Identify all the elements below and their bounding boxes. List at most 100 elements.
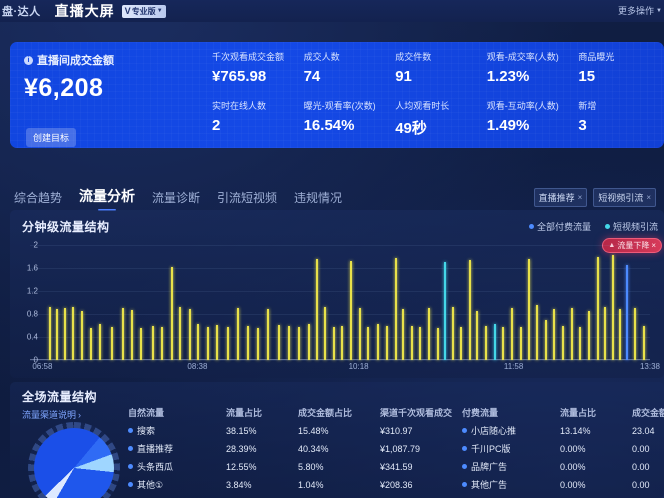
row-cell: 13.14%: [560, 425, 591, 436]
kpi-cell-label: 曝光-观看率(次数): [303, 101, 376, 111]
kpi-cell-label: 观看-互动率(人数): [486, 101, 559, 111]
chart-bar: [385, 326, 388, 360]
table-row[interactable]: 直播推荐 28.39% 40.34% ¥1,087.79: [128, 442, 462, 455]
bullet-icon: [128, 464, 133, 469]
legend-item[interactable]: 全部付费流量: [528, 220, 591, 233]
chart-bar: [247, 325, 249, 360]
row-cell: 12.55%: [226, 461, 257, 472]
chart-bar: [544, 319, 547, 360]
tab-0[interactable]: 综合趋势: [14, 191, 63, 205]
chart-bar: [316, 259, 319, 360]
table-row[interactable]: 头条西瓜 12.55% 5.80% ¥341.59: [128, 460, 462, 473]
primary-metric-title: 直播间成交金额: [37, 55, 114, 67]
chart-bar: [188, 309, 191, 360]
chevron-right-icon: ›: [78, 409, 82, 420]
channel-explain-link[interactable]: 流量渠道说明 ›: [22, 408, 81, 421]
row-channel-name: 其他①: [128, 478, 226, 491]
legend-dot-icon: [604, 224, 610, 229]
row-channel-label: 其他①: [137, 480, 164, 490]
close-icon[interactable]: ×: [577, 193, 583, 202]
legend-label: 全部付费流量: [536, 222, 591, 232]
tab-4[interactable]: 违规情况: [294, 191, 343, 205]
x-axis-tick: 10:18: [348, 362, 369, 371]
chart-bar: [460, 326, 463, 360]
primary-metric: i 直播间成交金额 ¥6,208: [24, 52, 204, 103]
badge-label: 专业版: [131, 6, 156, 16]
column-header: 渠道千次观看成交: [380, 408, 453, 418]
table-row[interactable]: 其他广告 0.00% 0.00: [462, 478, 664, 491]
row-cell: 3.84%: [226, 479, 252, 490]
table-row[interactable]: 其他① 3.84% 1.04% ¥208.36: [128, 478, 462, 491]
more-actions-button[interactable]: 更多操作 ▼: [618, 4, 662, 17]
chart-legend: 全部付费流量 短视频引流: [528, 220, 658, 233]
row-cell: 40.34%: [298, 443, 329, 454]
tab-1[interactable]: 流量分析: [79, 186, 135, 211]
row-cell: 5.80%: [298, 461, 324, 472]
info-icon[interactable]: i: [24, 55, 33, 65]
grid-line: [30, 337, 650, 338]
chart-bar: [332, 326, 335, 360]
chart-bar: [561, 325, 564, 360]
kpi-cell-value: 1.49%: [486, 117, 530, 134]
tab-2[interactable]: 流量诊断: [152, 191, 201, 205]
close-icon[interactable]: ×: [646, 193, 651, 202]
kpi-grid: 千次观看成交金额 ¥765.98 成交人数 74 成交件数 91 观看-成交率(人数) 1.2…: [206, 50, 664, 148]
kpi-cell-label: 实时在线人数: [212, 101, 267, 111]
y-axis-tick: 0.4: [26, 332, 38, 342]
table-row[interactable]: 小店随心推 13.14% 23.04: [462, 424, 664, 437]
filter-chip[interactable]: 短视频引流 ×: [593, 188, 656, 207]
grid-line: [30, 314, 650, 315]
chart-bar: [266, 309, 269, 360]
chart-bar: [553, 309, 556, 360]
chart-bar: [528, 258, 531, 360]
table-row[interactable]: 千川PC版 0.00% 0.00: [462, 442, 664, 455]
chart-bar: [110, 326, 113, 360]
y-axis-tick: 0.8: [26, 309, 38, 319]
kpi-cell-value: 2: [212, 117, 221, 134]
create-goal-button[interactable]: 创建目标: [26, 128, 77, 147]
bullet-icon: [462, 464, 467, 469]
table-row[interactable]: 搜索 38.15% 15.48% ¥310.97: [128, 424, 462, 437]
pro-version-badge[interactable]: V 专业版 ▼: [121, 4, 166, 18]
close-icon[interactable]: ×: [651, 241, 656, 250]
chart-bar: [377, 324, 380, 360]
bullet-icon: [462, 428, 467, 433]
x-axis-tick: 13:38: [639, 362, 661, 371]
kpi-cell-label: 人均观看时长: [395, 101, 450, 111]
row-channel-name: 搜索: [128, 424, 226, 437]
chart-bar: [444, 262, 447, 360]
chart-bar: [72, 306, 75, 360]
breadcrumb[interactable]: 盘·达人: [2, 6, 41, 18]
kpi-cell-value: 3: [578, 117, 587, 134]
chart-bar: [570, 308, 573, 360]
chart-bar: [227, 327, 230, 360]
filter-chip-bar: 直播推荐 × 短视频引流 ×: [533, 188, 656, 207]
chart-bar: [341, 325, 344, 360]
kpi-cell: 成交件数 91: [389, 50, 481, 99]
traffic-drop-alert[interactable]: ▲ 流量下降 ×: [602, 238, 662, 253]
y-axis-tick: 2: [33, 240, 38, 250]
tab-3[interactable]: 引流短视频: [217, 191, 278, 205]
row-cell: 0.00: [632, 461, 650, 472]
row-cell: ¥1,087.79: [380, 443, 421, 454]
row-channel-name: 头条西瓜: [128, 460, 226, 473]
row-channel-label: 搜索: [137, 426, 156, 436]
kpi-panel: i 直播间成交金额 ¥6,208 创建目标 千次观看成交金额 ¥765.98 成交人…: [10, 42, 664, 148]
filter-chip[interactable]: 直播推荐 ×: [533, 188, 588, 207]
kpi-cell: 成交人数 74: [298, 50, 390, 99]
kpi-cell: 人均观看时长 49秒: [389, 99, 481, 148]
chart-bar: [207, 326, 210, 360]
row-cell: 0.00%: [560, 479, 586, 490]
chart-bar: [476, 310, 479, 360]
chart-bar: [468, 259, 471, 360]
chart-bar: [56, 309, 59, 360]
chart-bar: [131, 309, 134, 360]
chart-bar: [367, 327, 370, 360]
chart-bar: [633, 308, 636, 360]
chart-bar: [151, 325, 154, 360]
table-row[interactable]: 品牌广告 0.00% 0.00: [462, 460, 664, 473]
primary-metric-label: i 直播间成交金额: [24, 52, 204, 68]
row-channel-name: 其他广告: [462, 478, 560, 491]
chevron-down-icon: ▼: [656, 7, 662, 14]
legend-item[interactable]: 短视频引流: [604, 220, 658, 233]
